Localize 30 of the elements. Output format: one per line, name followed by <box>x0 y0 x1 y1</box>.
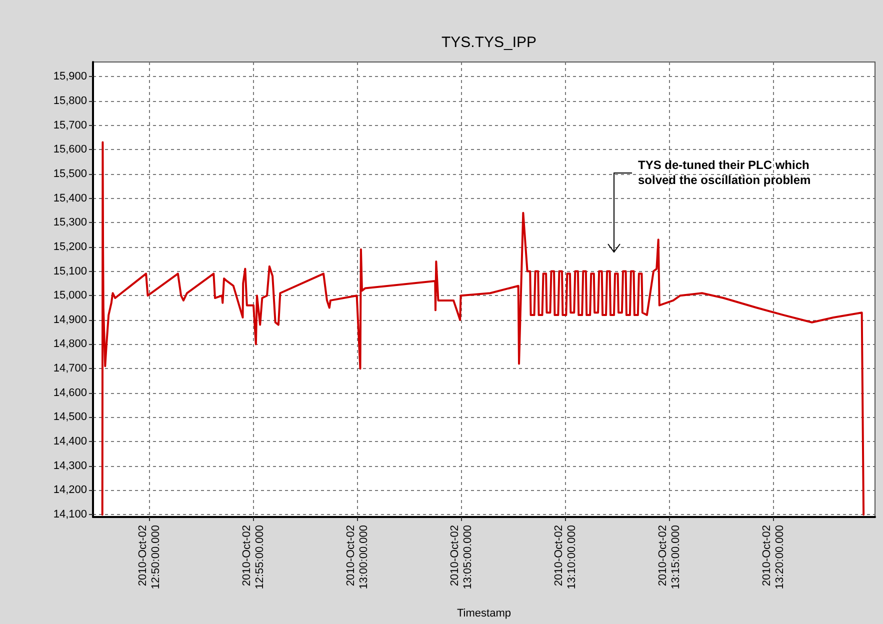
y-tick-label: 15,200 <box>53 240 87 253</box>
y-tick-label: 15,800 <box>53 94 87 107</box>
y-tick-label: 14,600 <box>53 386 87 399</box>
y-tick-label: 14,100 <box>53 508 87 521</box>
y-tick-label: 15,900 <box>53 70 87 83</box>
y-tick-label: 15,700 <box>53 119 87 132</box>
y-tick-label: 15,000 <box>53 290 87 302</box>
y-tick-label: 14,400 <box>53 436 87 448</box>
y-tick-label: 14,900 <box>53 314 87 326</box>
y-tick-label: 15,400 <box>53 192 87 204</box>
y-tick-label: 14,200 <box>53 484 87 496</box>
line-series <box>101 141 865 516</box>
x-tick-label: 2010-Oct-02 13:10:00.000 <box>552 525 578 590</box>
y-tick-label: 14,700 <box>53 362 87 375</box>
x-tick-label: 2010-Oct-02 13:20:00.000 <box>760 525 786 590</box>
y-tick-label: 14,500 <box>53 411 87 424</box>
y-tick-label: 15,600 <box>53 144 87 156</box>
chart-title: TYS.TYS_IPP <box>441 34 537 51</box>
y-tick-label: 14,800 <box>53 338 87 350</box>
y-tick-label: 14,300 <box>53 460 87 472</box>
y-tick-label: 15,100 <box>53 265 87 278</box>
x-tick-label: 2010-Oct-02 12:55:00.000 <box>240 525 266 590</box>
y-tick-label: 15,300 <box>53 216 87 229</box>
x-tick-label: 2010-Oct-02 13:15:00.000 <box>656 525 682 590</box>
x-tick-label: 2010-Oct-02 12:50:00.000 <box>137 525 162 590</box>
x-tick-label: 2010-Oct-02 13:00:00.000 <box>344 525 370 590</box>
x-axis-title: Timestamp <box>457 608 511 620</box>
x-tick-label: 2010-Oct-02 13:05:00.000 <box>448 525 474 590</box>
annotation: TYS de-tuned their PLC which solved the oscillation problem <box>638 158 811 188</box>
y-tick-label: 15,500 <box>53 168 87 180</box>
